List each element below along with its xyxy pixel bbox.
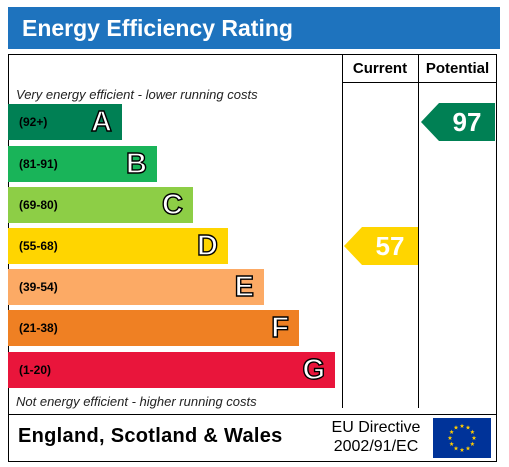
country-label: England, Scotland & Wales: [18, 425, 283, 447]
band-e: (39-54) E: [8, 269, 264, 305]
eu-star-icon: [453, 425, 459, 430]
band-letter: A: [90, 105, 112, 138]
band-f: (21-38) F: [8, 310, 299, 346]
band-range-label: (39-54): [19, 280, 58, 294]
band-letter: F: [271, 311, 290, 344]
page-title: Energy Efficiency Rating: [22, 15, 293, 41]
eu-star-icon: [453, 445, 459, 451]
eu-star-icon: [449, 429, 454, 434]
band-range-label: (92+): [19, 115, 48, 129]
current-rating-arrow: 57: [344, 227, 418, 270]
potential-arrow-shape: [421, 103, 495, 141]
band-letter: D: [196, 229, 218, 262]
current-column-label: Current: [352, 60, 408, 77]
eu-flag-icon: [433, 418, 491, 458]
band-letter: G: [302, 353, 326, 386]
eu-star-icon: [465, 425, 471, 430]
divider-current: [342, 54, 343, 408]
potential-column-label: Potential: [425, 60, 490, 77]
band-letter: B: [125, 147, 147, 180]
current-rating-value: 57: [375, 231, 405, 261]
band-range-label: (1-20): [19, 363, 52, 377]
band-range-label: (55-68): [19, 239, 58, 253]
current-arrow-shape: [344, 227, 418, 265]
top-note: Very energy efficient - lower running co…: [16, 87, 258, 102]
potential-rating-value: 97: [452, 107, 482, 137]
eu-star-icon: [470, 441, 475, 446]
band-range-label: (81-91): [19, 157, 58, 171]
band-a: (92+) A: [8, 104, 122, 140]
eu-star-icon: [471, 435, 477, 440]
eu-directive: EU Directive 2002/91/EC: [320, 418, 432, 456]
eu-star-icon: [459, 447, 465, 452]
band-c: (69-80) C: [8, 187, 193, 223]
divider-potential: [418, 54, 419, 408]
bottom-note: Not energy efficient - higher running co…: [16, 394, 257, 409]
directive-line-1: EU Directive: [331, 419, 421, 436]
header-bar: Energy Efficiency Rating: [8, 7, 500, 49]
footer-divider: [8, 414, 497, 415]
band-letter: C: [161, 188, 183, 221]
eu-star-icon: [449, 441, 454, 446]
band-range-label: (69-80): [19, 198, 58, 212]
band-d: (55-68) D: [8, 228, 228, 264]
band-range-label: (21-38): [19, 321, 58, 335]
band-letter: E: [234, 270, 255, 303]
potential-rating-arrow: 97: [421, 103, 495, 146]
header-divider: [342, 82, 497, 83]
band-g: (1-20) G: [8, 352, 335, 388]
eu-star-icon: [470, 429, 475, 434]
eu-star-icon: [459, 423, 465, 428]
directive-line-2: 2002/91/EC: [333, 438, 419, 455]
eu-star-icon: [465, 445, 471, 451]
band-b: (81-91) B: [8, 146, 157, 182]
eu-star-icon: [447, 435, 453, 440]
